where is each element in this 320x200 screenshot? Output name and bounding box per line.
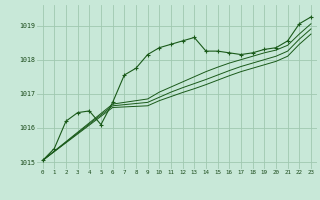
Text: Graphe pression niveau de la mer (hPa): Graphe pression niveau de la mer (hPa) [65, 183, 255, 192]
